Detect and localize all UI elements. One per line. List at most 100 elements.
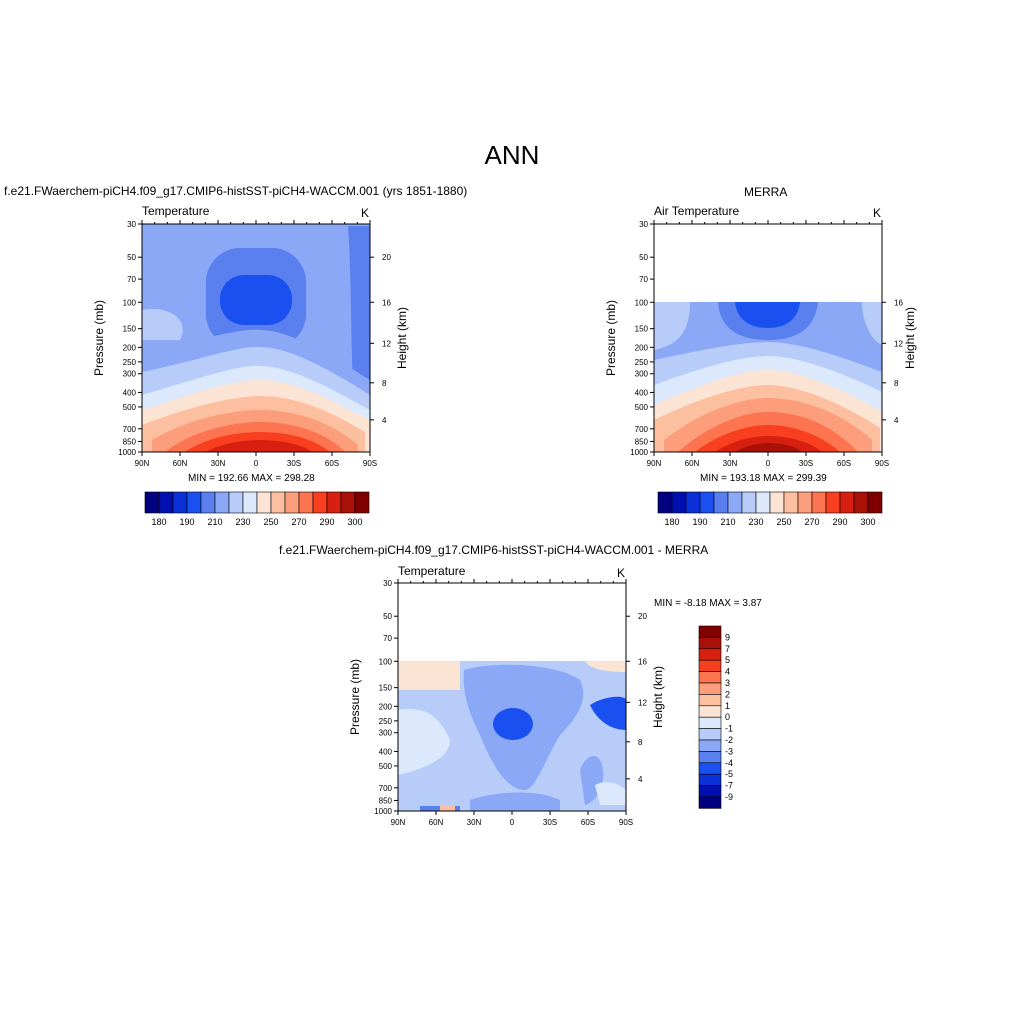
diff-variable-label: Temperature xyxy=(398,564,466,578)
y2-tick-label-obs: 8 xyxy=(894,379,899,388)
diff-light-left xyxy=(398,709,450,775)
diff-colorbar-label: 0 xyxy=(725,712,730,722)
y-tick-label-diff: 100 xyxy=(379,657,393,666)
diff-surface-warm xyxy=(440,805,455,811)
diff-colorbar-label: -5 xyxy=(725,769,733,779)
y2-tick-label-model: 20 xyxy=(382,253,391,262)
obs-panel-title: MERRA xyxy=(744,185,788,199)
obs-colorbar xyxy=(657,491,883,514)
obs-colorbar-swatch xyxy=(741,491,757,514)
diff-warm-ne xyxy=(585,661,626,672)
axes-obs xyxy=(650,220,886,456)
model-contours xyxy=(142,224,370,452)
x-tick-label-diff: 60S xyxy=(581,818,595,827)
model-variable-label: Temperature xyxy=(142,204,210,218)
obs-colorbar-swatch xyxy=(727,491,743,514)
x-tick-label-obs: 30N xyxy=(723,459,738,468)
model-colorbar-swatch xyxy=(186,491,202,514)
model-colorbar xyxy=(144,491,370,514)
diff-minmax: MIN = -8.18 MAX = 3.87 xyxy=(654,598,762,609)
obs-colorbar-swatch xyxy=(713,491,729,514)
model-colorbar-label: 190 xyxy=(179,517,194,527)
y2-tick-label-obs: 4 xyxy=(894,416,899,425)
y-tick-label-model: 30 xyxy=(127,220,136,229)
x-tick-label-diff: 90S xyxy=(619,818,633,827)
y-tick-label-model: 850 xyxy=(123,437,137,446)
model-colorbar-swatch xyxy=(340,491,356,514)
y-tick-label-diff: 250 xyxy=(379,717,393,726)
diff-colorbar-label: -9 xyxy=(725,792,733,802)
model-colorbar-swatch xyxy=(144,491,160,514)
y2-axis-label-diff: Height (km) xyxy=(651,666,665,728)
y-tick-label-obs: 300 xyxy=(635,370,649,379)
diff-panel-title: f.e21.FWaerchem-piCH4.f09_g17.CMIP6-hist… xyxy=(279,543,709,557)
obs-colorbar-swatch xyxy=(783,491,799,514)
obs-colorbar-label: 250 xyxy=(776,517,791,527)
y2-tick-label-model: 12 xyxy=(382,339,391,348)
diff-colorbar-label: -7 xyxy=(725,781,733,791)
obs-band-8 xyxy=(735,443,802,452)
model-colorbar-label: 290 xyxy=(319,517,334,527)
x-tick-label-obs: 30S xyxy=(799,459,813,468)
diff-cold-east xyxy=(590,696,626,730)
y2-axis-label-obs: Height (km) xyxy=(903,307,917,369)
diff-colorbar-swatch xyxy=(698,659,722,672)
y-tick-label-diff: 300 xyxy=(379,729,393,738)
diff-contours xyxy=(398,661,626,811)
y2-tick-label-diff: 16 xyxy=(638,657,647,666)
model-colorbar-swatch xyxy=(214,491,230,514)
obs-colorbar-swatch xyxy=(685,491,701,514)
obs-colorbar-swatch xyxy=(825,491,841,514)
diff-colorbar-swatch xyxy=(698,773,722,786)
x-tick-label-obs: 90S xyxy=(875,459,889,468)
x-tick-label-model: 30S xyxy=(287,459,301,468)
y2-tick-label-model: 8 xyxy=(382,379,387,388)
y-tick-label-model: 70 xyxy=(127,275,136,284)
x-tick-label-model: 90S xyxy=(363,459,377,468)
y-tick-label-obs: 150 xyxy=(635,325,649,334)
y-tick-label-model: 150 xyxy=(123,325,137,334)
y2-tick-label-diff: 20 xyxy=(638,612,647,621)
diff-colorbar-label: -3 xyxy=(725,746,733,756)
model-colorbar-swatch xyxy=(158,491,174,514)
y-tick-label-obs: 200 xyxy=(635,343,649,352)
y-tick-label-model: 250 xyxy=(123,358,137,367)
y-tick-label-model: 300 xyxy=(123,370,137,379)
y-axis-label-obs: Pressure (mb) xyxy=(604,300,618,376)
model-panel-title: f.e21.FWaerchem-piCH4.f09_g17.CMIP6-hist… xyxy=(4,184,468,198)
y-tick-label-diff: 50 xyxy=(383,612,392,621)
y-tick-label-obs: 250 xyxy=(635,358,649,367)
diff-colorbar-swatch xyxy=(698,637,722,650)
obs-colorbar-swatch xyxy=(657,491,673,514)
y-tick-label-obs: 500 xyxy=(635,403,649,412)
obs-colorbar-swatch xyxy=(671,491,687,514)
x-tick-label-model: 60S xyxy=(325,459,339,468)
obs-colorbar-swatch xyxy=(839,491,855,514)
diff-noise-se xyxy=(595,782,626,805)
diff-colorbar-label: 2 xyxy=(725,689,730,699)
diff-colorbar-swatch xyxy=(698,728,722,741)
diff-colorbar-swatch xyxy=(698,796,722,809)
y-tick-label-diff: 1000 xyxy=(374,807,392,816)
model-colorbar-swatch xyxy=(298,491,314,514)
model-colorbar-swatch xyxy=(284,491,300,514)
diff-colorbar-label: -2 xyxy=(725,735,733,745)
model-colorbar-swatch xyxy=(312,491,328,514)
x-tick-label-model: 90N xyxy=(135,459,150,468)
diff-colorbar-swatch xyxy=(698,785,722,798)
obs-colorbar-swatch xyxy=(755,491,771,514)
model-colorbar-label: 210 xyxy=(207,517,222,527)
y-tick-label-model: 100 xyxy=(123,298,137,307)
y-tick-label-obs: 850 xyxy=(635,437,649,446)
y-tick-label-obs: 100 xyxy=(635,298,649,307)
obs-colorbar-label: 180 xyxy=(664,517,679,527)
main-title: ANN xyxy=(484,140,540,170)
obs-colorbar-swatch xyxy=(699,491,715,514)
diff-colorbar xyxy=(698,625,722,809)
diff-colorbar-swatch xyxy=(698,648,722,661)
y2-tick-label-model: 4 xyxy=(382,416,387,425)
diff-colorbar-swatch xyxy=(698,739,722,752)
obs-colorbar-swatch xyxy=(853,491,869,514)
diff-colorbar-swatch xyxy=(698,705,722,718)
y2-tick-label-diff: 4 xyxy=(638,775,643,784)
